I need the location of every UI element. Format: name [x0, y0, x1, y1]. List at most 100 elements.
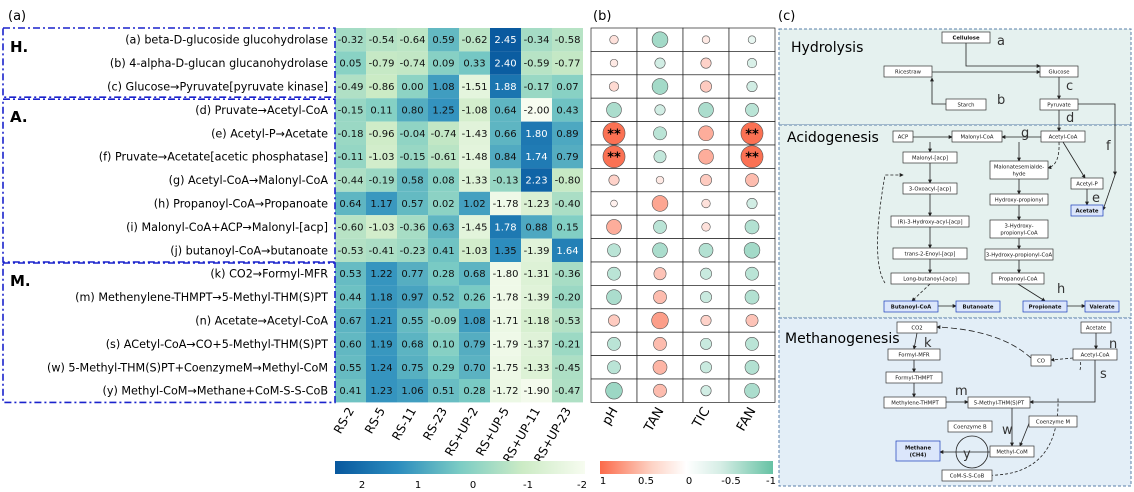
cell-value: -0.61	[431, 152, 457, 163]
cell-value: 1.74	[525, 152, 547, 163]
heatmap-cell	[366, 121, 397, 145]
pathway-node-label: Malonatesemialde-	[994, 165, 1044, 171]
pathway-node-label: Cellulose	[952, 36, 979, 42]
group-label: H.	[10, 38, 28, 56]
pathway-node-label: Acetyl-CoA	[1081, 353, 1110, 359]
pathway-node-label: Acetyl-CoA	[1049, 135, 1078, 141]
heatmap-cell	[459, 332, 490, 356]
cell-value: -1.37	[524, 339, 550, 350]
reaction-letter: s	[1100, 367, 1107, 382]
cell-value: -0.64	[400, 35, 426, 46]
pathway-node	[1070, 204, 1104, 217]
heatmap-cell	[428, 168, 459, 192]
pathway-edge	[1050, 357, 1074, 362]
pathway-edge	[979, 354, 1082, 476]
cell-value: 0.84	[494, 152, 516, 163]
cell-value: -1.78	[493, 293, 519, 304]
cell-value: -0.96	[369, 129, 395, 140]
heatmap-cell	[428, 51, 459, 75]
heatmap-cell	[335, 121, 366, 145]
corr-circle	[698, 125, 714, 142]
heatmap-cell	[366, 332, 397, 356]
corr-circle	[654, 104, 666, 116]
cell-value: 0.07	[556, 82, 578, 93]
heatmap-cell	[490, 168, 521, 192]
heatmap-cell	[521, 262, 552, 286]
corr-circle	[607, 266, 621, 281]
corr-circle	[605, 382, 623, 400]
cell-value: -1.31	[524, 269, 550, 280]
heatmap-cell	[397, 28, 428, 52]
heatmap-cell	[521, 51, 552, 75]
pathway-node-label: Butanoate	[962, 305, 993, 311]
pathway-node-label: Long-butanoyl-[acp]	[903, 277, 957, 283]
cell-value: 0.55	[339, 363, 361, 374]
heatmap-cell	[335, 168, 366, 192]
corr-column-label: TAN	[641, 405, 667, 436]
heatmap-cell	[335, 215, 366, 239]
heatmap-cell	[459, 191, 490, 216]
heatmap-cell	[397, 121, 428, 145]
heatmap-cell	[397, 51, 428, 75]
heatmap-cell	[459, 98, 490, 122]
cell-value: 1.22	[370, 269, 392, 280]
row-label: (i) Malonyl-CoA+ACP→Malonyl-[acp]	[126, 221, 328, 234]
row-label: (k) CO2→Formyl-MFR	[210, 268, 328, 281]
cell-value: -0.11	[338, 152, 364, 163]
corr-circle	[607, 360, 621, 375]
cell-value: 2.45	[494, 35, 516, 46]
heatmap-cell	[490, 215, 521, 239]
row-label: (g) Acetyl-CoA→Malonyl-CoA	[169, 174, 329, 187]
cell-value: 0.66	[494, 129, 516, 140]
heatmap-cell	[552, 121, 583, 145]
colorbar-tick: -1	[766, 476, 776, 487]
corr-circle	[608, 174, 620, 186]
cell-value: -1.51	[462, 82, 488, 93]
corr-circle	[606, 289, 622, 305]
heatmap-cell	[521, 332, 552, 356]
corr-circle	[653, 267, 667, 281]
cell-value: -1.33	[462, 176, 488, 187]
heatmap-cell	[521, 238, 552, 262]
corr-circle	[746, 198, 758, 210]
pathway-node	[892, 247, 968, 260]
pathway-node-label: Malonyl-CoA	[961, 135, 994, 141]
heatmap-cell	[490, 51, 521, 75]
corr-circle	[700, 337, 712, 350]
cell-value: -0.40	[555, 199, 581, 210]
pathway-node	[991, 272, 1045, 285]
corr-circle	[606, 219, 622, 235]
cell-value: -0.80	[555, 176, 581, 187]
cell-value: 0.97	[401, 293, 423, 304]
heatmap-cell	[552, 215, 583, 239]
colorbar-tick: 1	[600, 476, 606, 487]
corr-circle	[698, 102, 714, 118]
heatmap-cell	[552, 285, 583, 309]
corr-column-label: FAN	[734, 405, 759, 434]
pathway-node-label: 3-Hydroxy-	[1005, 224, 1034, 230]
cell-value: -0.18	[338, 129, 364, 140]
reaction-letter: y	[963, 447, 971, 462]
colorbar-tick: 0	[470, 480, 476, 491]
corr-circle	[608, 81, 620, 92]
heatmap-cell	[335, 28, 366, 52]
cell-value: 2.40	[494, 59, 516, 70]
column-label: RS-2	[331, 405, 357, 436]
corr-circle	[655, 175, 665, 185]
heatmap-cell	[521, 308, 552, 333]
heatmap-cell	[552, 74, 583, 99]
heatmap-cell	[459, 28, 490, 52]
cell-value: -0.23	[400, 246, 426, 257]
corr-circle	[602, 121, 626, 145]
corr-circle	[653, 220, 667, 234]
heatmap-cell	[397, 355, 428, 379]
corr-circle	[745, 337, 759, 351]
corr-circle	[607, 243, 621, 258]
reaction-letter: a	[997, 34, 1005, 49]
reaction-letter: n	[1109, 337, 1117, 352]
cell-value: -0.47	[555, 386, 581, 397]
corr-circle	[651, 31, 669, 48]
corr-circle	[701, 222, 711, 232]
heatmap-cell	[552, 98, 583, 122]
heatmap-cell	[521, 215, 552, 239]
